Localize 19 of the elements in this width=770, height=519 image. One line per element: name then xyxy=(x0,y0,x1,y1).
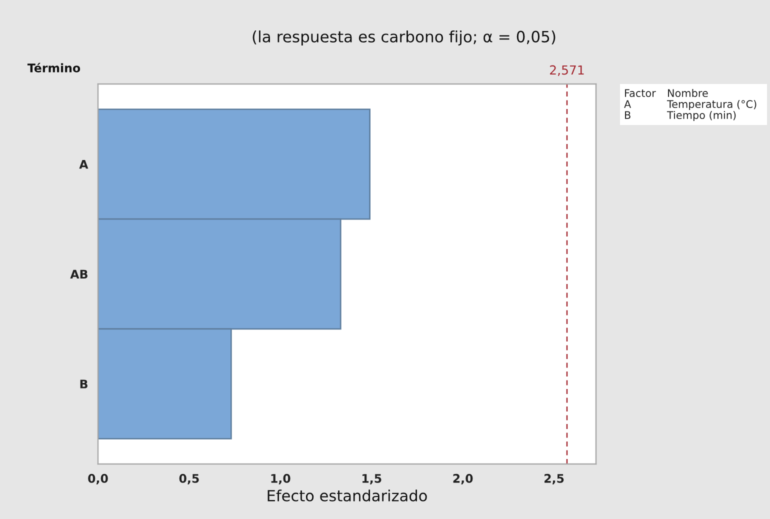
x-tick-label: 2,0 xyxy=(453,474,473,484)
text: Temperatura (°C) xyxy=(666,100,756,110)
y-tick-label: B xyxy=(80,380,88,388)
x-tick-label: 0,0 xyxy=(88,474,108,484)
y-tick-label: AB xyxy=(70,270,88,278)
x-tick-label: 0,5 xyxy=(179,474,199,484)
chart-title: (la respuesta es carbono fijo; α = 0,05) xyxy=(252,30,556,46)
text: Factor xyxy=(625,89,656,98)
x-axis-title: Efecto estandarizado xyxy=(268,490,427,502)
x-tick-label: 1,0 xyxy=(271,474,290,484)
text: Tiempo (min) xyxy=(666,110,736,122)
x-tick-label: 1,5 xyxy=(362,474,382,484)
y-axis-title: Término xyxy=(27,62,80,72)
text: B xyxy=(625,111,630,119)
y-tick-label: A xyxy=(79,160,88,169)
ref-line-label: 2,571 xyxy=(550,65,584,76)
text: A xyxy=(624,100,632,108)
text: Nombre xyxy=(668,88,708,98)
x-tick-label: 2,5 xyxy=(544,474,564,484)
